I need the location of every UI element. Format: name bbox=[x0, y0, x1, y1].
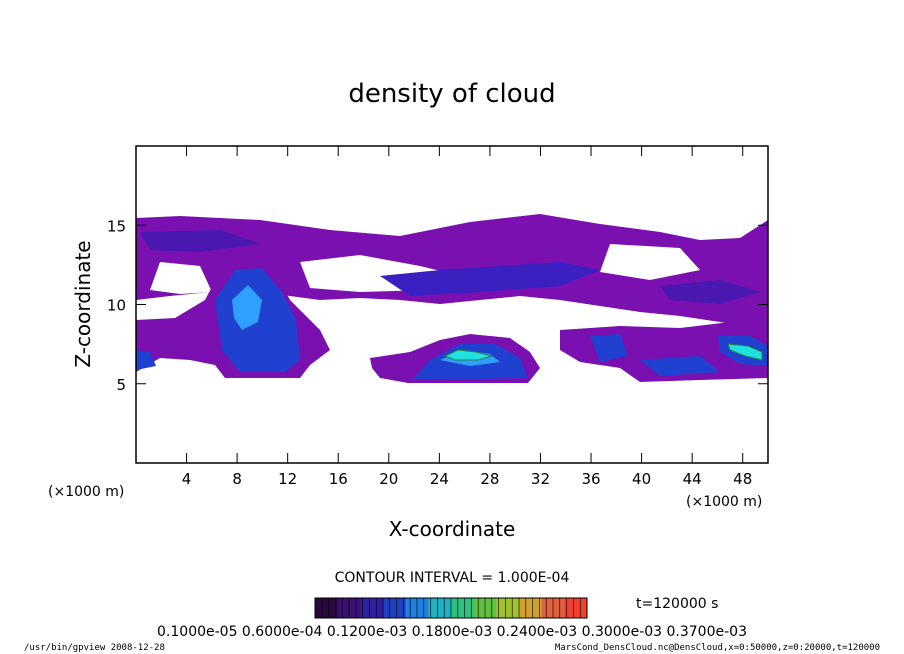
colorbar-swatch bbox=[315, 598, 339, 618]
heatmap-field bbox=[136, 214, 768, 383]
x-tick-label: 40 bbox=[632, 470, 651, 488]
x-axis-label: X-coordinate bbox=[389, 517, 516, 541]
y-tick-label: 10 bbox=[107, 297, 126, 315]
x-tick-label: 44 bbox=[683, 470, 702, 488]
x-tick-label: 48 bbox=[733, 470, 752, 488]
chart-title: density of cloud bbox=[348, 79, 555, 109]
y-ticks: 5 10 15 bbox=[107, 217, 768, 394]
time-label: t=120000 s bbox=[636, 596, 718, 612]
y-axis-label: Z-coordinate bbox=[71, 240, 95, 367]
cloud-core-right-1 bbox=[590, 334, 628, 362]
cloud-streak-1 bbox=[380, 262, 600, 296]
x-tick-label: 24 bbox=[430, 470, 449, 488]
colorbar-labels: 0.1000e-05 0.6000e-04 0.1200e-03 0.1800e… bbox=[157, 624, 747, 640]
x-tick-label: 32 bbox=[531, 470, 550, 488]
cloud-gap-1 bbox=[150, 262, 212, 294]
x-unit-left: (×1000 m) bbox=[48, 484, 124, 500]
footer-left: /usr/bin/gpview 2008-12-28 bbox=[24, 643, 165, 653]
x-tick-label: 36 bbox=[581, 470, 600, 488]
x-tick-label: 28 bbox=[480, 470, 499, 488]
colorbar-swatch bbox=[451, 598, 475, 618]
x-tick-label: 16 bbox=[329, 470, 348, 488]
y-tick-label: 5 bbox=[116, 376, 126, 394]
cloud-gap-3 bbox=[600, 244, 700, 280]
colorbar-frame bbox=[314, 597, 588, 619]
colorbar-swatch bbox=[383, 598, 407, 618]
colorbar-swatch bbox=[360, 598, 384, 618]
footer-right: MarsCond_DensCloud.nc@DensCloud,x=0:5000… bbox=[555, 643, 880, 653]
colorbar-swatch bbox=[428, 598, 452, 618]
x-tick-label: 20 bbox=[379, 470, 398, 488]
contour-interval-text: CONTOUR INTERVAL = 1.000E-04 bbox=[335, 570, 570, 586]
cloud-streak-3 bbox=[660, 280, 760, 304]
cloud-peak-right-edge bbox=[727, 343, 763, 361]
colorbar bbox=[314, 598, 588, 618]
x-ticks: 4 8 12 16 20 24 28 32 36 40 44 48 bbox=[182, 146, 752, 488]
x-tick-label: 8 bbox=[232, 470, 242, 488]
x-unit-right: (×1000 m) bbox=[686, 494, 762, 510]
cloud-bright-lower-left bbox=[232, 285, 262, 330]
colorbar-swatch bbox=[564, 598, 588, 618]
cloud-core-right-2 bbox=[640, 356, 720, 376]
colorbar-swatch bbox=[519, 598, 543, 618]
colorbar-swatch bbox=[496, 598, 520, 618]
cloud-peak-lower-center bbox=[443, 349, 494, 361]
x-tick-label: 12 bbox=[278, 470, 297, 488]
x-tick-label: 4 bbox=[182, 470, 192, 488]
cloud-bright-left-edge bbox=[136, 350, 156, 370]
cloud-streak-2 bbox=[140, 230, 260, 252]
y-tick-label: 15 bbox=[107, 217, 126, 235]
